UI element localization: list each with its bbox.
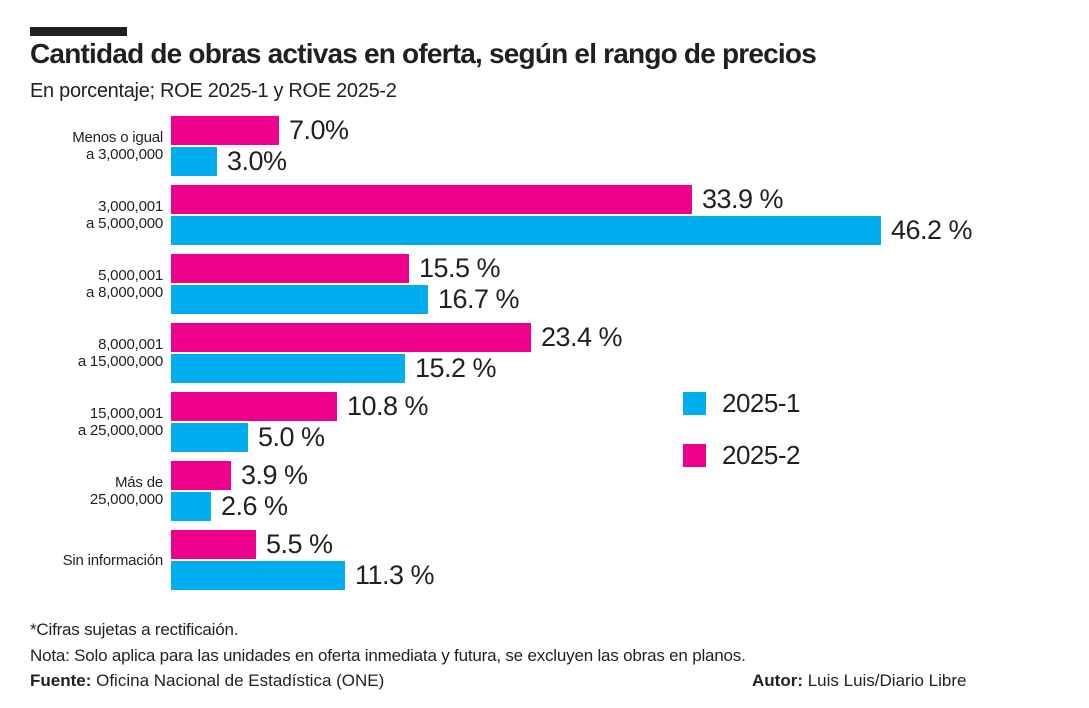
bar-line-2025-1: 5.0 % bbox=[171, 422, 428, 452]
footnote: *Cifras sujetas a rectificaión. bbox=[30, 620, 239, 639]
bar-line-2025-2: 15.5 % bbox=[171, 253, 519, 283]
category-label-line: a 5,000,000 bbox=[85, 215, 163, 232]
value-label-2025-2: 3.9 % bbox=[241, 460, 308, 490]
bar-line-2025-2: 23.4 % bbox=[171, 322, 623, 352]
legend-swatch-2025-1 bbox=[683, 392, 706, 415]
bar-2025-2 bbox=[171, 116, 279, 145]
value-label-2025-1: 16.7 % bbox=[438, 284, 520, 314]
source-value: Oficina Nacional de Estadística (ONE) bbox=[91, 671, 385, 690]
bar-line-2025-1: 3.0% bbox=[171, 146, 349, 176]
category-label-line: 5,000,001 bbox=[98, 267, 163, 284]
value-label-2025-1: 11.3 % bbox=[355, 560, 435, 590]
bar-line-2025-1: 15.2 % bbox=[171, 353, 622, 383]
bar-2025-2 bbox=[171, 530, 256, 559]
chart-row: 15,000,001 a 25,000,000 10.8 % 5.0 % bbox=[30, 391, 972, 452]
bar-2025-2 bbox=[171, 461, 231, 490]
chart-row: 8,000,001 a 15,000,000 23.4 % 15.2 % bbox=[30, 322, 972, 383]
chart-legend: 2025-1 2025-2 bbox=[683, 388, 800, 492]
bar-pair: 23.4 % 15.2 % bbox=[171, 322, 623, 383]
chart-row: 3,000,001 a 5,000,000 33.9 % 46.2 % bbox=[30, 184, 973, 245]
bar-2025-1 bbox=[171, 285, 428, 314]
bar-line-2025-1: 16.7 % bbox=[171, 284, 520, 314]
bar-2025-2 bbox=[171, 185, 692, 214]
value-label-2025-1: 46.2 % bbox=[891, 215, 973, 245]
bar-2025-1 bbox=[171, 147, 217, 176]
grouped-bar-chart: Menos o igual a 3,000,000 7.0% 3.0% 3,000,00… bbox=[30, 115, 973, 599]
category-label-line: Menos o igual bbox=[72, 129, 163, 146]
bar-pair: 33.9 % 46.2 % bbox=[171, 184, 973, 245]
category-label-line: a 8,000,000 bbox=[85, 284, 163, 301]
chart-notes: *Cifras sujetas a rectificaión. Nota: So… bbox=[30, 617, 746, 669]
legend-item-2025-1: 2025-1 bbox=[683, 388, 800, 419]
bar-line-2025-1: 2.6 % bbox=[171, 491, 308, 521]
note: Nota: Solo aplica para las unidades en o… bbox=[30, 646, 746, 665]
value-label-2025-1: 2.6 % bbox=[221, 491, 288, 521]
bar-pair: 15.5 % 16.7 % bbox=[171, 253, 520, 314]
value-label-2025-2: 15.5 % bbox=[419, 253, 501, 283]
author-label: Autor: bbox=[752, 671, 803, 690]
value-label-2025-2: 23.4 % bbox=[541, 322, 623, 352]
bar-2025-2 bbox=[171, 392, 337, 421]
value-label-2025-2: 5.5 % bbox=[266, 529, 333, 559]
value-label-2025-1: 15.2 % bbox=[415, 353, 497, 383]
source-label: Fuente: bbox=[30, 671, 92, 690]
bar-pair: 7.0% 3.0% bbox=[171, 115, 349, 176]
accent-bar bbox=[30, 27, 127, 36]
category-label-line: 25,000,000 bbox=[89, 491, 163, 508]
bar-2025-2 bbox=[171, 254, 409, 283]
bar-2025-1 bbox=[171, 561, 345, 590]
legend-label-2025-1: 2025-1 bbox=[722, 388, 800, 418]
bar-pair: 5.5 % 11.3 % bbox=[171, 529, 435, 590]
category-label: Sin información bbox=[30, 552, 171, 569]
bar-line-2025-1: 11.3 % bbox=[171, 560, 435, 590]
value-label-2025-2: 10.8 % bbox=[347, 391, 429, 421]
bar-pair: 3.9 % 2.6 % bbox=[171, 460, 308, 521]
category-label-line: 15,000,001 bbox=[89, 405, 163, 422]
category-label-line: 3,000,001 bbox=[98, 198, 163, 215]
legend-item-2025-2: 2025-2 bbox=[683, 440, 800, 471]
source: Fuente: Oficina Nacional de Estadística … bbox=[30, 671, 384, 691]
category-label: 15,000,001 a 25,000,000 bbox=[30, 405, 171, 439]
chart-row: 5,000,001 a 8,000,000 15.5 % 16.7 % bbox=[30, 253, 972, 314]
category-label-line: Más de bbox=[115, 474, 163, 491]
category-label: Menos o igual a 3,000,000 bbox=[30, 129, 171, 163]
bar-2025-1 bbox=[171, 216, 881, 245]
chart-row: Sin información 5.5 % 11.3 % bbox=[30, 529, 972, 590]
author-value: Luis Luis/Diario Libre bbox=[802, 671, 967, 690]
category-label-line: a 25,000,000 bbox=[77, 422, 163, 439]
category-label-line: 8,000,001 bbox=[98, 336, 163, 353]
bar-line-2025-2: 10.8 % bbox=[171, 391, 429, 421]
bar-line-2025-2: 5.5 % bbox=[171, 529, 434, 559]
bar-line-2025-1: 46.2 % bbox=[171, 215, 973, 245]
bar-line-2025-2: 33.9 % bbox=[171, 184, 972, 214]
bar-pair: 10.8 % 5.0 % bbox=[171, 391, 429, 452]
category-label-line: a 15,000,000 bbox=[77, 353, 163, 370]
category-label: Más de 25,000,000 bbox=[30, 474, 171, 508]
bar-line-2025-2: 3.9 % bbox=[171, 460, 308, 490]
author: Autor: Luis Luis/Diario Libre bbox=[752, 671, 966, 691]
bar-2025-1 bbox=[171, 423, 248, 452]
chart-row: Más de 25,000,000 3.9 % 2.6 % bbox=[30, 460, 972, 521]
category-label-line: Sin información bbox=[62, 551, 164, 569]
legend-swatch-2025-2 bbox=[683, 444, 706, 467]
value-label-2025-2: 33.9 % bbox=[702, 184, 784, 214]
value-label-2025-2: 7.0% bbox=[289, 115, 349, 145]
legend-label-2025-2: 2025-2 bbox=[722, 440, 800, 470]
category-label: 5,000,001 a 8,000,000 bbox=[30, 267, 171, 301]
value-label-2025-1: 5.0 % bbox=[258, 422, 325, 452]
chart-subtitle: En porcentaje; ROE 2025-1 y ROE 2025-2 bbox=[30, 80, 397, 102]
bar-line-2025-2: 7.0% bbox=[171, 115, 349, 145]
category-label: 3,000,001 a 5,000,000 bbox=[30, 198, 171, 232]
value-label-2025-1: 3.0% bbox=[227, 146, 287, 176]
chart-title: Cantidad de obras activas en oferta, seg… bbox=[30, 38, 817, 69]
bar-2025-1 bbox=[171, 354, 405, 383]
category-label: 8,000,001 a 15,000,000 bbox=[30, 336, 171, 370]
bar-2025-1 bbox=[171, 492, 211, 521]
chart-row: Menos o igual a 3,000,000 7.0% 3.0% bbox=[30, 115, 972, 176]
category-label-line: a 3,000,000 bbox=[85, 146, 163, 163]
bar-2025-2 bbox=[171, 323, 531, 352]
